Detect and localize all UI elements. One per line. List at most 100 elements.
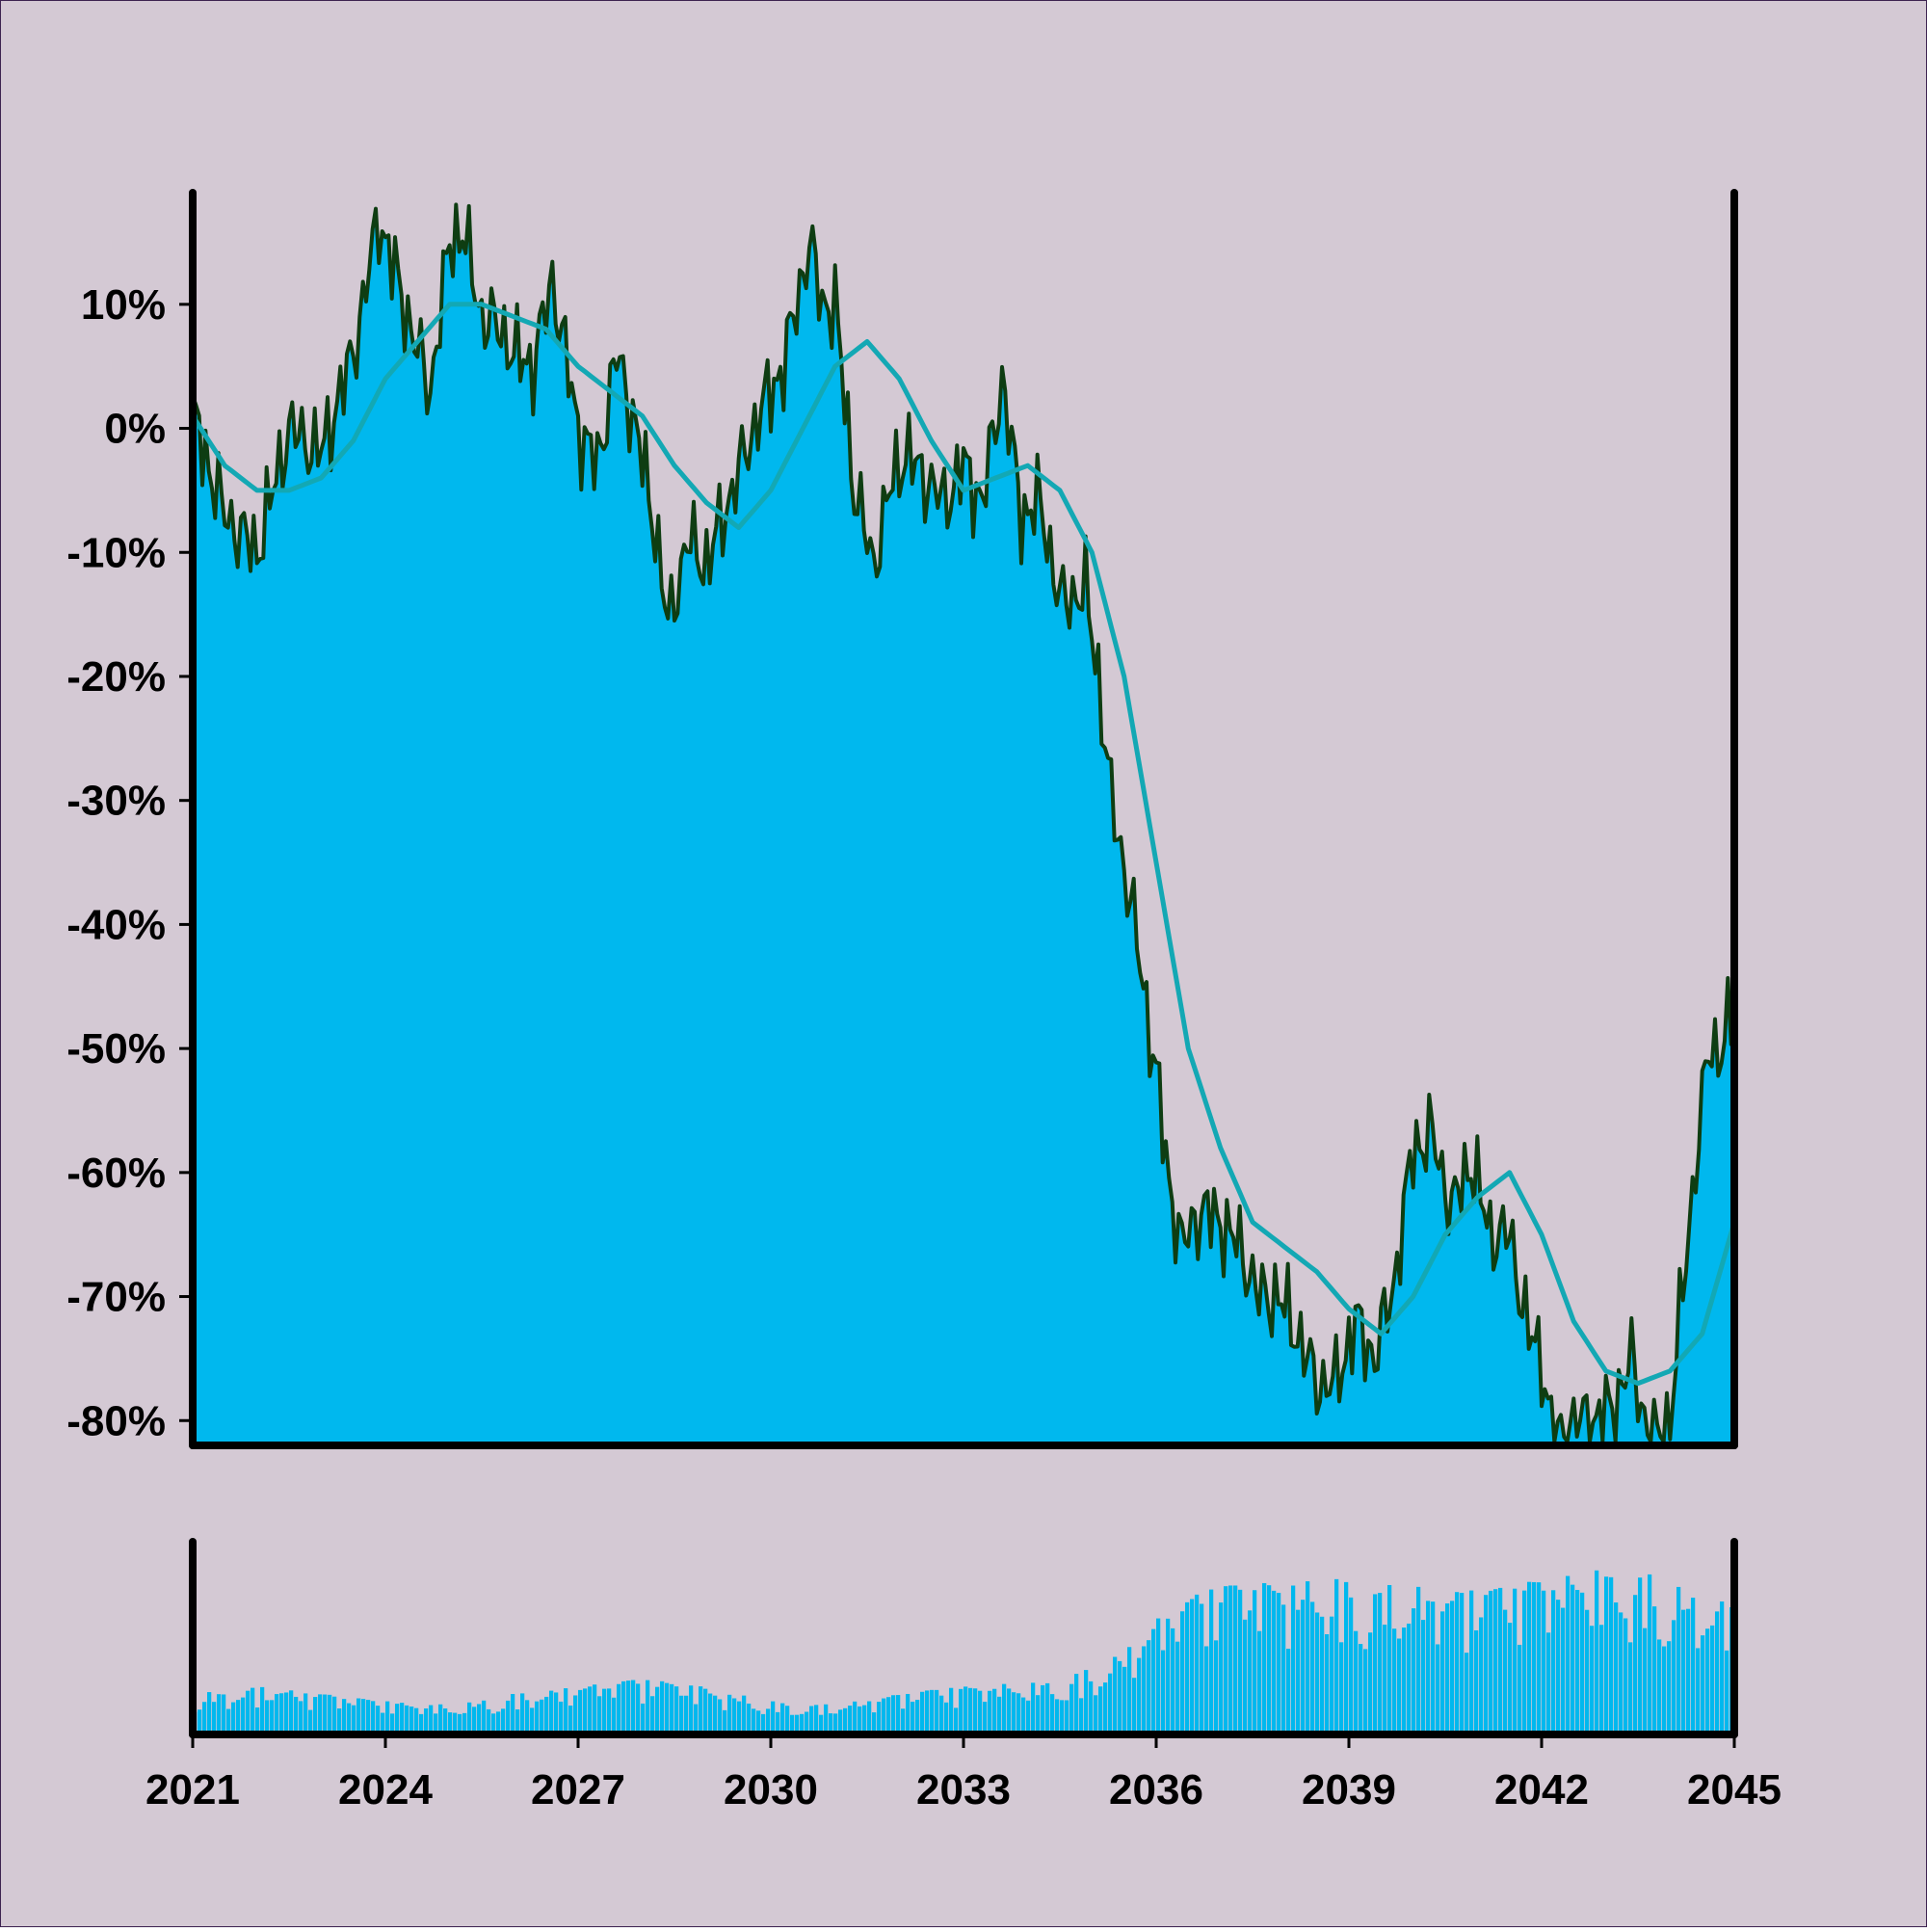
volume-bar [867,1701,872,1734]
volume-bar [1180,1611,1185,1734]
volume-bar [742,1695,747,1734]
volume-bar [930,1689,935,1734]
volume-bar [1426,1601,1431,1734]
volume-bar [1527,1581,1532,1734]
volume-bar [1069,1683,1074,1734]
volume-bar [289,1690,294,1734]
x-tick-label: 2039 [1302,1766,1396,1813]
volume-bar [1595,1570,1599,1734]
volume-bar [1643,1628,1648,1734]
volume-bar [207,1692,212,1734]
volume-bar [1493,1589,1498,1734]
volume-bar [477,1704,482,1734]
volume-bar [530,1707,535,1734]
volume-bar [641,1703,646,1734]
volume-bar [1479,1617,1484,1734]
y-tick-label: -20% [66,653,166,701]
volume-bar [1253,1590,1257,1734]
volume-bar [323,1694,328,1734]
volume-bar [838,1709,843,1734]
volume-bar [337,1708,342,1734]
y-tick-label: -70% [66,1274,166,1321]
volume-bar [1209,1589,1214,1734]
volume-bar [1546,1632,1551,1734]
volume-bar [1397,1638,1402,1734]
volume-bar [723,1709,727,1734]
volume-bar [1667,1641,1672,1734]
volume-bar [304,1693,308,1734]
volume-bar [1696,1648,1701,1734]
volume-bar [1672,1620,1676,1734]
volume-bar [1166,1618,1171,1734]
volume-bar [761,1713,766,1734]
volume-bar [944,1702,949,1734]
volume-bar [1378,1593,1383,1734]
volume-bar [954,1707,959,1734]
volume-bar [911,1702,915,1734]
volume-bar [896,1695,901,1734]
volume-bar [949,1687,954,1734]
volume-bar [983,1702,988,1734]
volume-bar [713,1695,718,1734]
volume-bar [409,1707,414,1734]
volume-bar [1421,1620,1426,1734]
volume-bar [1503,1609,1508,1734]
volume-bar [1185,1601,1190,1734]
volume-bar [935,1689,939,1734]
x-tick-label: 2033 [916,1766,1011,1813]
y-tick-label: 0% [104,406,166,453]
volume-bar [251,1687,255,1734]
volume-bar [737,1701,742,1734]
volume-bar [414,1707,419,1734]
volume-bar [395,1704,400,1734]
volume-bar [665,1682,670,1734]
volume-bar [347,1703,352,1734]
volume-bar [805,1711,809,1734]
volume-bar [270,1700,275,1734]
volume-bar [434,1713,438,1734]
volume-bar [1368,1632,1373,1734]
x-tick-label: 2045 [1687,1766,1782,1813]
volume-bar [848,1706,853,1734]
volume-bar [1277,1593,1281,1734]
volume-bar [443,1708,448,1734]
volume-bar [795,1714,800,1734]
volume-bar [1474,1629,1479,1734]
volume-bar [1513,1588,1518,1734]
volume-bar [1320,1616,1325,1734]
volume-bar [1021,1697,1026,1734]
volume-bar [578,1689,583,1734]
volume-bar [361,1699,366,1734]
x-tick-label: 2030 [724,1766,818,1813]
volume-bar [429,1705,434,1734]
volume-bar [506,1700,511,1734]
volume-bar [1050,1694,1055,1734]
volume-bar [1518,1644,1522,1734]
volume-bar [1556,1600,1561,1734]
volume-bar [1281,1604,1286,1734]
volume-bar [313,1697,318,1734]
volume-bar [554,1692,559,1734]
volume-bar [1200,1603,1204,1734]
volume-bar [1026,1700,1031,1734]
volume-bar [1257,1630,1262,1734]
volume-bar [612,1697,617,1734]
volume-bar [1045,1682,1050,1734]
volume-bar [1416,1586,1421,1734]
volume-bar [1224,1586,1228,1734]
volume-bar [1691,1598,1696,1734]
volume-bar [858,1706,862,1734]
volume-bar [607,1688,612,1734]
volume-bar [978,1690,983,1734]
volume-bar [400,1703,405,1734]
volume-bar [1272,1590,1277,1734]
volume-bar [1469,1590,1474,1734]
volume-bar [1359,1644,1363,1734]
y-tick-label: 10% [81,281,166,329]
volume-bar [588,1686,593,1734]
volume-bar [525,1700,530,1734]
x-tick-label: 2027 [531,1766,625,1813]
volume-bar [511,1694,515,1734]
volume-bar [1725,1650,1729,1734]
volume-bar [1089,1681,1094,1734]
